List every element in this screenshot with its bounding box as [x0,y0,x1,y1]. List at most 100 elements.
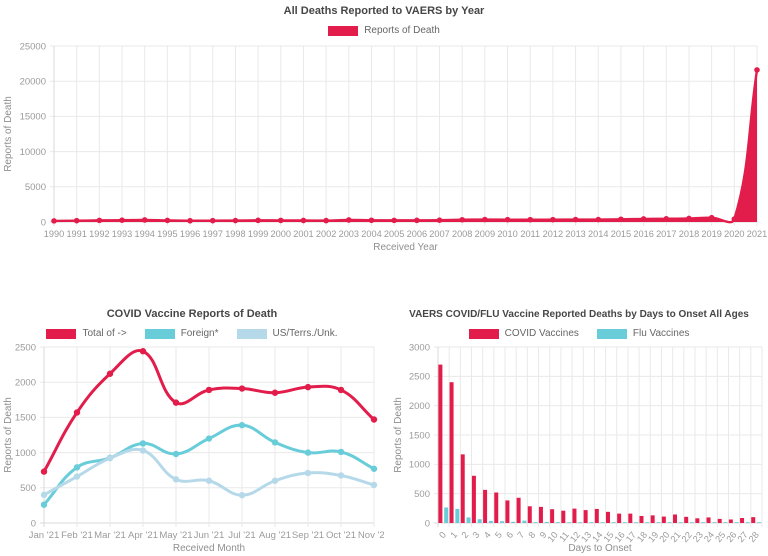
bar [438,364,443,523]
data-point [139,440,147,447]
bar-series-covid-vaccines [438,364,756,523]
y-axis-title: Reports of Death [3,96,14,172]
data-point [40,491,48,499]
bar [678,522,683,523]
bar [444,507,449,523]
series [438,364,761,523]
chart-canvas-covid-deaths-by-month[interactable]: 0 500 1000 1500 2000 2500 Jan '21 Feb '21 Mar '2… [0,342,384,556]
data-point [277,217,284,224]
gridlines [50,45,758,226]
data-point [238,385,246,392]
x-tick-label: 6 [504,530,515,540]
legend-item-us-terrs-unk[interactable]: US/Terrs./Unk. [236,328,338,339]
data-point [337,386,345,394]
x-tick-label: 1991 [66,229,86,239]
line-series-foreign [40,421,378,508]
data-point [255,217,261,224]
chart-section-days-to-onset: VAERS COVID/FLU Vaccine Reported Deaths … [390,303,768,556]
y-tick-label: 3000 [409,342,430,353]
data-point [572,216,579,223]
x-tick-label: 2003 [339,229,359,239]
x-tick-label: 1998 [225,229,245,239]
data-point [323,217,329,224]
bar [723,522,728,523]
x-tick-label: 2016 [633,229,653,239]
line-series-total-of [40,348,378,475]
data-point [172,476,180,483]
legend-swatch [144,328,175,339]
x-tick-label: 7 [515,530,526,540]
chart-title-deaths-by-year: All Deaths Reported to VAERS by Year [283,5,485,17]
bar [757,522,761,523]
bar [695,518,700,523]
bar [583,510,588,523]
x-tick-label: Apr '21 [128,530,158,541]
x-axis-title: Received Month [173,543,245,554]
x-tick-label: 5 [493,530,504,540]
data-point [663,215,670,222]
bar [634,522,639,523]
x-tick-label: Oct '21 [326,530,356,541]
chart-section-covid-deaths-by-month: COVID Vaccine Reports of Death Total of … [0,303,384,556]
bar [622,522,627,523]
bar [717,518,722,523]
bar [449,382,454,523]
x-tick-label: 2012 [543,229,563,239]
legend-deaths-by-year: Reports of Death [0,24,768,37]
bar [500,521,505,523]
bar [706,517,711,523]
bar [673,514,678,523]
series [51,67,760,224]
data-point [232,217,239,224]
data-point [304,469,312,477]
bar [466,517,471,523]
x-tick-label: 2013 [565,229,585,239]
data-point [550,216,556,223]
legend-label: US/Terrs./Unk. [272,328,338,339]
data-point [40,468,48,475]
data-point [73,464,81,471]
data-point [304,449,312,456]
bar [600,522,605,523]
x-tick-label: 2 [460,530,471,540]
data-point [187,217,193,224]
y-axis-title: Reports of Death [3,397,14,473]
bar [533,522,538,523]
bar [460,454,465,523]
legend-item-foreign[interactable]: Foreign* [144,328,219,339]
legend-item-covid-vaccines[interactable]: COVID Vaccines [468,328,579,339]
bar [572,508,577,523]
data-point [337,472,345,479]
x-tick-label: 2009 [475,229,495,239]
data-point [40,501,48,508]
bottom-charts-row: COVID Vaccine Reports of Death Total of … [0,303,768,556]
legend-covid-deaths-by-month: Total of -> Foreign* US/Terrs./Unk. [0,327,384,340]
x-tick-label: 2019 [701,229,721,239]
data-point [368,217,375,224]
bar [594,508,599,523]
data-point [106,455,114,462]
data-point [73,217,80,224]
x-tick-label: 2015 [611,229,631,239]
data-point [209,217,216,224]
data-point [238,421,246,429]
legend-item-reports-of-death[interactable]: Reports of Death [328,25,440,36]
bar [650,515,655,523]
x-tick-label: Jun '21 [194,530,225,541]
data-point [205,435,213,442]
data-point [459,216,465,223]
legend-item-total-of[interactable]: Total of -> [46,328,127,339]
x-tick-label: 2018 [679,229,699,239]
data-point [271,439,279,446]
legend-swatch [236,328,267,339]
data-point [640,216,647,222]
legend-swatch [468,328,499,339]
data-point [731,216,738,222]
bar [689,522,694,523]
bar [555,522,560,523]
legend-item-flu-vaccines[interactable]: Flu Vaccines [596,328,689,339]
series [40,348,378,508]
